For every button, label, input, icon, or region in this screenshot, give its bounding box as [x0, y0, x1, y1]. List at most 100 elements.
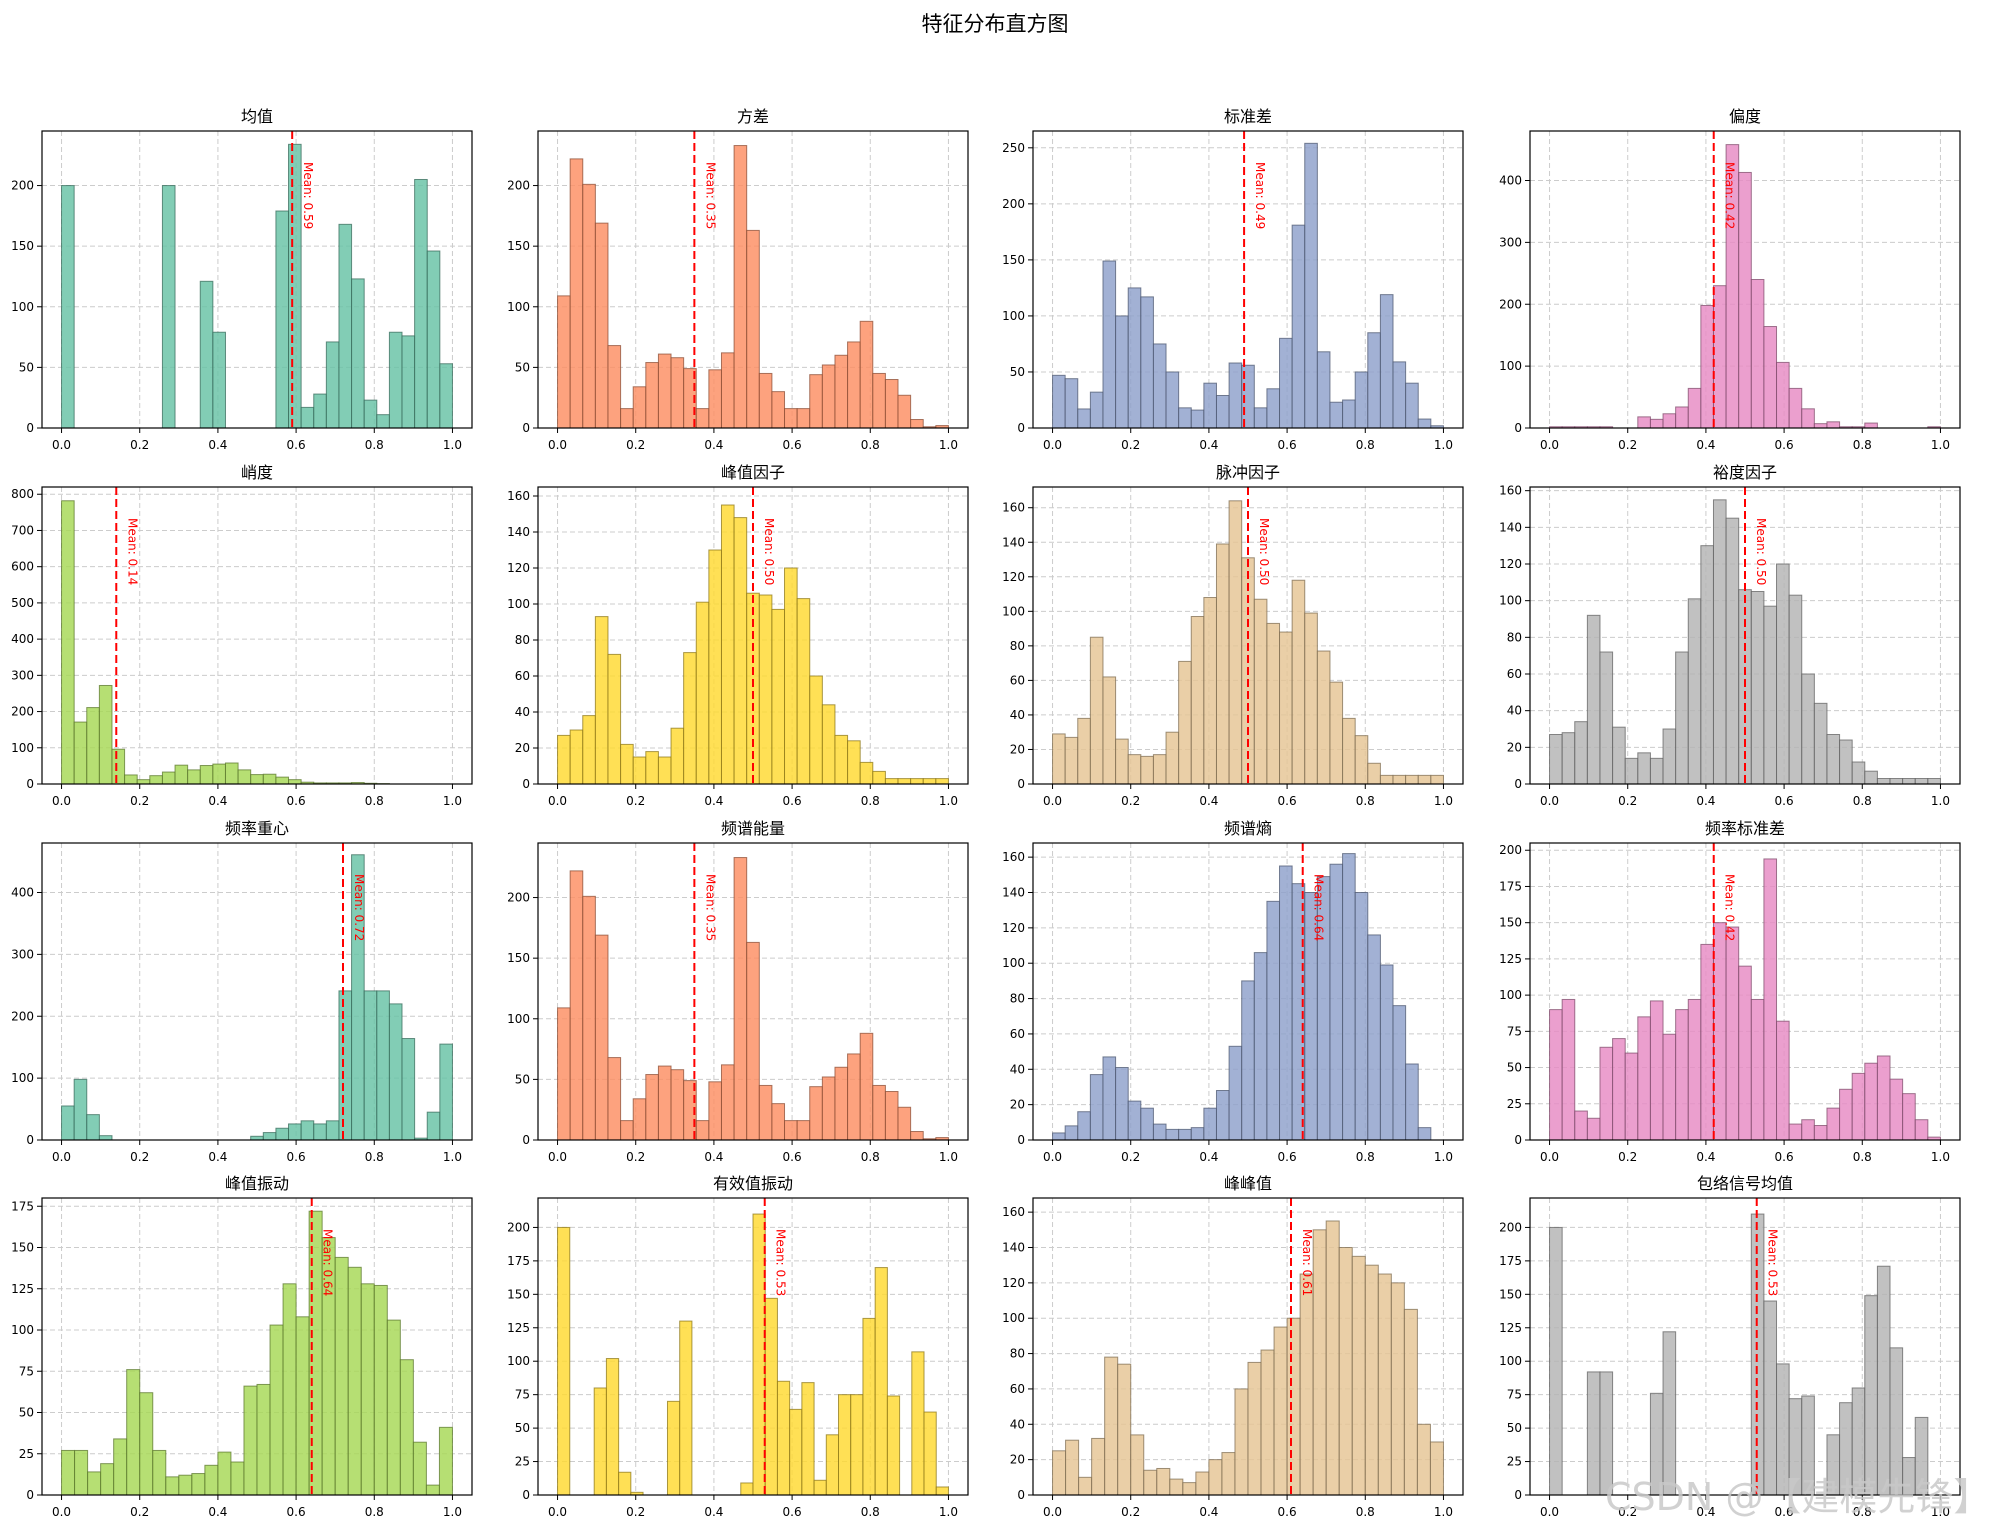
histogram-bar [1215, 1090, 1230, 1141]
histogram-bar [1169, 1478, 1184, 1496]
x-tick-label: 1.0 [1434, 1505, 1453, 1519]
histogram-bar [1788, 387, 1803, 429]
y-tick-label: 25 [1507, 1455, 1522, 1469]
histogram-bar [923, 1411, 937, 1496]
subplot: 频谱能量 Mean: 0.35 0.0 0.2 0.4 0.6 0.8 1.0 0 50 100 15… [507, 819, 969, 1164]
y-tick-label: 100 [1002, 604, 1025, 618]
histogram-bar [161, 771, 176, 785]
histogram-bar [657, 1065, 672, 1141]
axes-frame [1032, 130, 1464, 429]
x-tick-label: 0.8 [1853, 1505, 1872, 1519]
y-tick-label: 400 [1499, 174, 1522, 188]
x-tick-label: 0.4 [1199, 438, 1218, 452]
mean-label: Mean: 0.64 [1312, 874, 1326, 941]
y-tick-label: 400 [11, 632, 34, 646]
x-tick-label: 0.8 [365, 438, 384, 452]
x-tick-label: 0.6 [1775, 794, 1794, 808]
y-tick-label: 150 [507, 1287, 530, 1301]
x-tick-label: 0.2 [1121, 1150, 1140, 1164]
x-tick-label: 0.2 [1121, 438, 1140, 452]
histogram-bar [605, 1358, 620, 1496]
y-tick-label: 160 [1499, 484, 1522, 498]
histogram-bar [1700, 304, 1714, 429]
x-tick-label: 0.4 [704, 1150, 723, 1164]
histogram-bar [1700, 943, 1714, 1141]
mean-label: Mean: 0.53 [1766, 1229, 1780, 1296]
histogram-bar [1675, 651, 1689, 785]
histogram-bar [1279, 865, 1293, 1141]
histogram-bar [1549, 734, 1563, 785]
y-tick-label: 20 [515, 741, 530, 755]
histogram-bar [1215, 543, 1230, 785]
x-tick-label: 0.6 [287, 438, 306, 452]
y-tick-label: 80 [1010, 639, 1025, 653]
histogram-bar [1143, 1469, 1158, 1496]
histogram-bar [1649, 757, 1664, 785]
y-tick-label: 0 [522, 1488, 530, 1502]
histogram-bar [1687, 387, 1702, 429]
histogram-bar [859, 761, 874, 785]
x-tick-label: 0.6 [783, 794, 802, 808]
subplot-title: 脉冲因子 [1216, 463, 1280, 482]
histogram-bar [1392, 361, 1407, 429]
x-tick-label: 0.4 [208, 1150, 227, 1164]
histogram-bar [1851, 761, 1866, 785]
histogram-bar [1115, 738, 1129, 785]
histogram-bar [645, 751, 659, 785]
histogram-bar [1329, 401, 1344, 429]
histogram-bar [1379, 964, 1394, 1141]
histogram-bar [1279, 631, 1293, 785]
histogram-bar [620, 743, 634, 785]
y-tick-label: 200 [507, 179, 530, 193]
histogram-bar [1064, 736, 1079, 785]
histogram-bar [1813, 1125, 1828, 1141]
histogram-bar [657, 353, 672, 429]
x-tick-label: 0.6 [1278, 1505, 1297, 1519]
axes-frame [537, 486, 969, 785]
histogram-bar [821, 364, 836, 429]
histogram-bar [1927, 778, 1941, 785]
histogram-bar [61, 185, 75, 429]
histogram-bar [776, 1380, 791, 1496]
histogram-bar [1089, 1074, 1104, 1141]
y-tick-label: 160 [507, 489, 530, 503]
y-tick-label: 0 [1514, 421, 1522, 435]
subplot: 标准差 Mean: 0.49 0.0 0.2 0.4 0.6 0.8 1.0 0 50 100 150… [1002, 107, 1464, 452]
axes-frame [41, 1197, 473, 1496]
subplot-title: 频率标准差 [1705, 819, 1785, 838]
histogram-bar [1052, 1450, 1067, 1496]
y-tick-label: 700 [11, 523, 34, 537]
histogram-bar [262, 773, 277, 785]
histogram-bar [825, 1434, 840, 1496]
y-tick-label: 125 [1499, 952, 1522, 966]
y-tick-label: 140 [1499, 520, 1522, 534]
histogram-bar [1052, 733, 1066, 785]
y-tick-label: 200 [1499, 1220, 1522, 1234]
histogram-bar [1130, 1434, 1145, 1496]
y-tick-label: 50 [1507, 1061, 1522, 1075]
histogram-bar [1839, 739, 1853, 785]
histogram-bar [1750, 279, 1765, 429]
histogram-bar [1152, 754, 1167, 785]
histogram-bar [1599, 1046, 1614, 1141]
x-tick-label: 0.2 [1618, 1150, 1637, 1164]
histogram-bar [212, 331, 226, 429]
histogram-bar [1574, 1110, 1588, 1141]
histogram-bar [313, 393, 327, 429]
y-tick-label: 50 [1010, 365, 1025, 379]
histogram-bar [388, 331, 403, 429]
y-tick-label: 80 [1010, 992, 1025, 1006]
y-tick-label: 40 [1010, 708, 1025, 722]
y-tick-label: 0 [522, 777, 530, 791]
y-tick-label: 160 [1002, 850, 1025, 864]
x-tick-label: 1.0 [939, 1150, 958, 1164]
y-tick-label: 140 [507, 525, 530, 539]
x-tick-label: 0.8 [1853, 794, 1872, 808]
y-tick-label: 150 [1002, 253, 1025, 267]
x-tick-label: 0.0 [1043, 1505, 1062, 1519]
histogram-bar [1203, 382, 1217, 429]
histogram-bar [809, 675, 823, 785]
y-tick-label: 100 [507, 597, 530, 611]
y-tick-label: 80 [515, 633, 530, 647]
x-tick-label: 0.4 [1696, 1505, 1715, 1519]
